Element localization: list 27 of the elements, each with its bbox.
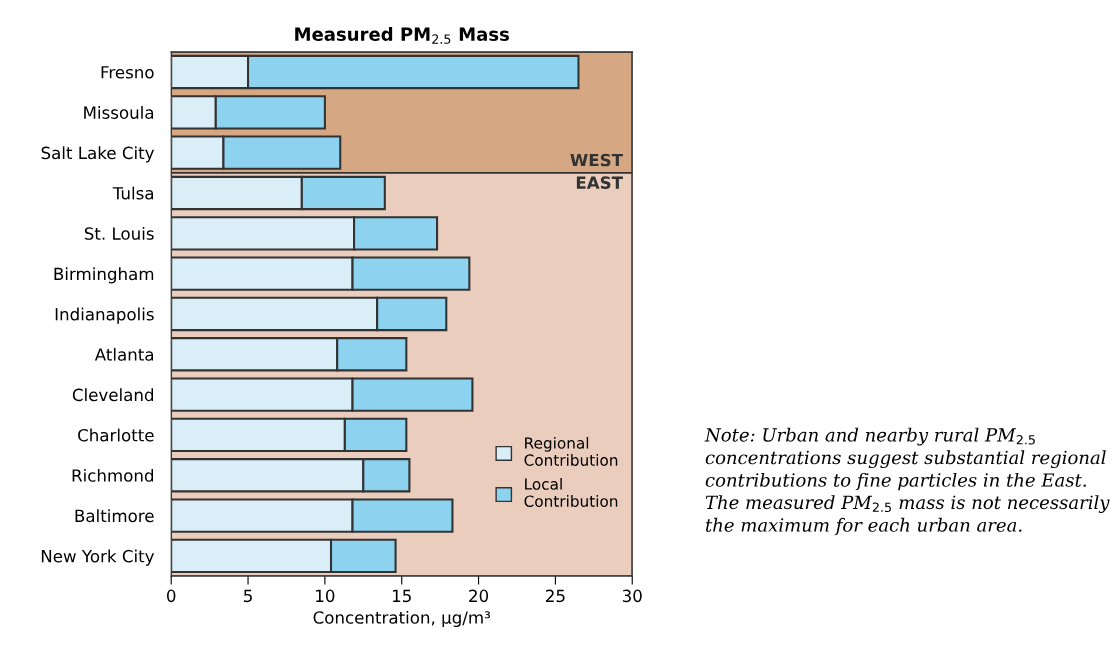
legend-label: Local Contribution [524, 478, 618, 507]
x-tick-label: 25 [546, 589, 565, 603]
band-label: WEST [570, 153, 623, 167]
text: Note: Urban and nearby rural PM$_{2.5}$ concentrations suggest substantial regional contributions to fine particles in the East. The measured PM$_{2.5}$ mass is not necessarily the maximum for each urban area. [704, 427, 1110, 536]
x-axis-title: Concentration, μg/m³ [313, 610, 490, 628]
y-tick-label: Tulsa [112, 186, 154, 200]
x-tick-label: 10 [316, 589, 335, 603]
x-tick-label: 30 [622, 589, 642, 603]
y-tick-label: Salt Lake City [41, 146, 155, 163]
y-tick-label: Missoula [84, 106, 154, 119]
x-tick-label: 5 [244, 589, 252, 603]
y-tick-label: New York City [41, 549, 155, 566]
x-tick-label: 20 [469, 589, 489, 603]
y-tick-label: St. Louis [84, 226, 154, 240]
x-tick-label: 0 [167, 589, 176, 603]
y-tick-label: Richmond [72, 468, 154, 482]
y-tick-label: Cleveland [72, 388, 154, 402]
band-label: EAST [576, 176, 623, 189]
y-tick-label: Atlanta [94, 347, 154, 361]
legend-label: Regional Contribution [524, 436, 618, 466]
y-tick-label: Fresno [101, 66, 154, 79]
chart-title: Measured PM$_{2.5}$ Mass [295, 27, 509, 44]
x-tick-label: 15 [392, 589, 411, 603]
y-tick-label: Birmingham [54, 267, 154, 284]
y-tick-label: Charlotte [78, 428, 154, 442]
y-tick-label: Indianapolis [55, 307, 154, 324]
y-tick-label: Baltimore [75, 509, 154, 523]
